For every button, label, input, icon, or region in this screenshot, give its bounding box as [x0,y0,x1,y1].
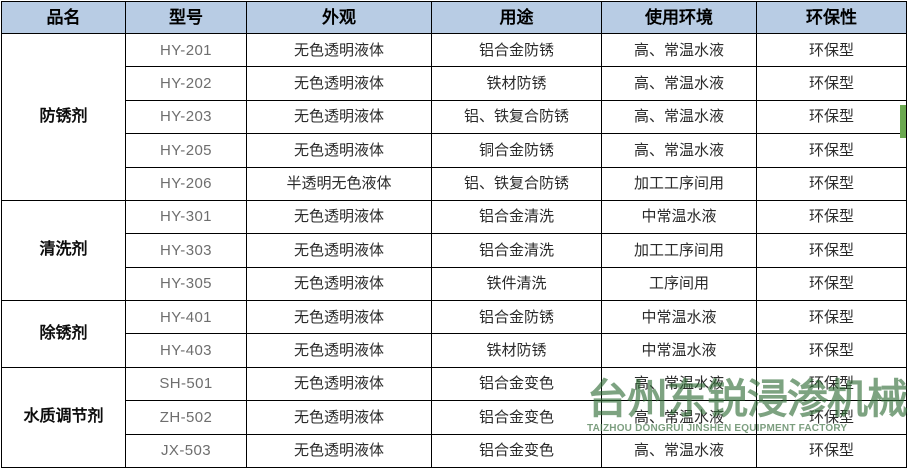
appearance-cell: 半透明无色液体 [246,166,432,201]
table-header-row: 品名 型号 外观 用途 使用环境 环保性 [1,1,907,34]
table-row: HY-305 无色透明液体 铁件清洗 工序间用 环保型 [2,266,907,302]
appearance-cell: 无色透明液体 [246,299,432,335]
environment-cell: 中常温水液 [601,333,757,368]
column-header-product-name: 品名 [1,1,126,34]
use-cell: 铜合金防锈 [431,133,602,168]
column-header-appearance: 外观 [246,1,432,34]
table-row: 防锈剂 HY-201 无色透明液体 铝合金防锈 高、常温水液 环保型 [1,32,907,201]
environment-cell: 工序间用 [601,266,757,302]
eco-cell: 环保型 [756,32,907,68]
eco-cell: 环保型 [756,199,907,235]
environment-cell: 高、常温水液 [601,400,757,435]
environment-cell: 高、常温水液 [601,433,757,468]
column-header-use: 用途 [431,1,602,34]
model-cell: HY-203 [125,99,247,135]
use-cell: 铝合金变色 [431,400,602,435]
use-cell: 铝合金防锈 [431,32,602,68]
table-row: HY-202 无色透明液体 铁材防锈 高、常温水液 环保型 [2,66,907,101]
eco-cell: 环保型 [756,366,907,402]
appearance-cell: 无色透明液体 [246,266,432,302]
environment-cell: 中常温水液 [601,299,757,335]
appearance-cell: 无色透明液体 [246,333,432,368]
use-cell: 铝合金变色 [431,433,602,468]
model-cell: JX-503 [125,433,247,468]
column-header-eco: 环保性 [756,1,907,34]
model-cell: HY-205 [125,133,247,168]
environment-cell: 高、常温水液 [601,66,757,101]
model-cell: HY-202 [125,66,247,101]
table-row: 除锈剂 HY-401 无色透明液体 铝合金防锈 中常温水液 环保型 [1,299,907,368]
appearance-cell: 无色透明液体 [246,66,432,101]
table-body: 防锈剂 HY-201 无色透明液体 铝合金防锈 高、常温水液 环保型 HY-202 无色透明液… [1,32,907,469]
appearance-cell: 无色透明液体 [246,366,432,402]
model-cell: HY-303 [125,233,247,268]
environment-cell: 高、常温水液 [601,366,757,402]
use-cell: 铝、铁复合防锈 [431,166,602,201]
table-row: 清洗剂 HY-301 无色透明液体 铝合金清洗 中常温水液 环保型 [1,199,907,302]
appearance-cell: 无色透明液体 [246,400,432,435]
eco-cell: 环保型 [756,166,907,201]
category-cell: 水质调节剂 [1,366,126,469]
eco-cell: 环保型 [756,266,907,302]
appearance-cell: 无色透明液体 [246,99,432,135]
use-cell: 铁件清洗 [431,266,602,302]
eco-cell: 环保型 [756,133,907,168]
model-cell: HY-301 [125,199,247,235]
eco-cell: 环保型 [756,233,907,268]
appearance-cell: 无色透明液体 [246,199,432,235]
appearance-cell: 无色透明液体 [246,433,432,468]
appearance-cell: 无色透明液体 [246,32,432,68]
use-cell: 铝合金防锈 [431,299,602,335]
table-row: ZH-502 无色透明液体 铝合金变色 高、常温水液 环保型 [2,400,907,435]
environment-cell: 高、常温水液 [601,99,757,135]
use-cell: 铝合金清洗 [431,199,602,235]
eco-cell: 环保型 [756,333,907,368]
category-cell: 除锈剂 [1,300,126,368]
use-cell: 铝合金变色 [431,366,602,402]
eco-cell: 环保型 [756,99,907,135]
table-row: HY-205 无色透明液体 铜合金防锈 高、常温水液 环保型 [2,133,907,168]
use-cell: 铁材防锈 [431,333,602,368]
category-cell: 清洗剂 [1,199,126,302]
row-accent-bar [900,105,906,138]
environment-cell: 中常温水液 [601,199,757,235]
model-cell: HY-305 [125,266,247,302]
column-header-model: 型号 [125,1,247,34]
use-cell: 铝合金清洗 [431,233,602,268]
appearance-cell: 无色透明液体 [246,133,432,168]
model-cell: SH-501 [125,366,247,402]
model-cell: HY-401 [125,299,247,335]
table-row: JX-503 无色透明液体 铝合金变色 高、常温水液 环保型 [2,433,907,468]
eco-cell: 环保型 [756,400,907,435]
eco-cell: 环保型 [756,66,907,101]
use-cell: 铁材防锈 [431,66,602,101]
column-header-environment: 使用环境 [601,1,757,34]
table-row: 水质调节剂 SH-501 无色透明液体 铝合金变色 高、常温水液 环保型 [1,366,907,469]
category-cell: 防锈剂 [1,33,126,201]
model-cell: HY-403 [125,333,247,368]
table-header: 品名 型号 外观 用途 使用环境 环保性 [1,1,907,34]
appearance-cell: 无色透明液体 [246,233,432,268]
table-row: HY-303 无色透明液体 铝合金清洗 加工工序间用 环保型 [2,233,907,268]
table-row: HY-403 无色透明液体 铁材防锈 中常温水液 环保型 [2,333,907,368]
eco-cell: 环保型 [756,299,907,335]
environment-cell: 高、常温水液 [601,32,757,68]
environment-cell: 加工工序间用 [601,233,757,268]
environment-cell: 高、常温水液 [601,133,757,168]
eco-cell: 环保型 [756,433,907,468]
environment-cell: 加工工序间用 [601,166,757,201]
table-row: HY-203 无色透明液体 铝、铁复合防锈 高、常温水液 环保型 [2,99,907,135]
use-cell: 铝、铁复合防锈 [431,99,602,135]
model-cell: HY-206 [125,166,247,201]
model-cell: ZH-502 [125,400,247,435]
model-cell: HY-201 [125,32,247,68]
table-row: HY-206 半透明无色液体 铝、铁复合防锈 加工工序间用 环保型 [2,166,907,201]
